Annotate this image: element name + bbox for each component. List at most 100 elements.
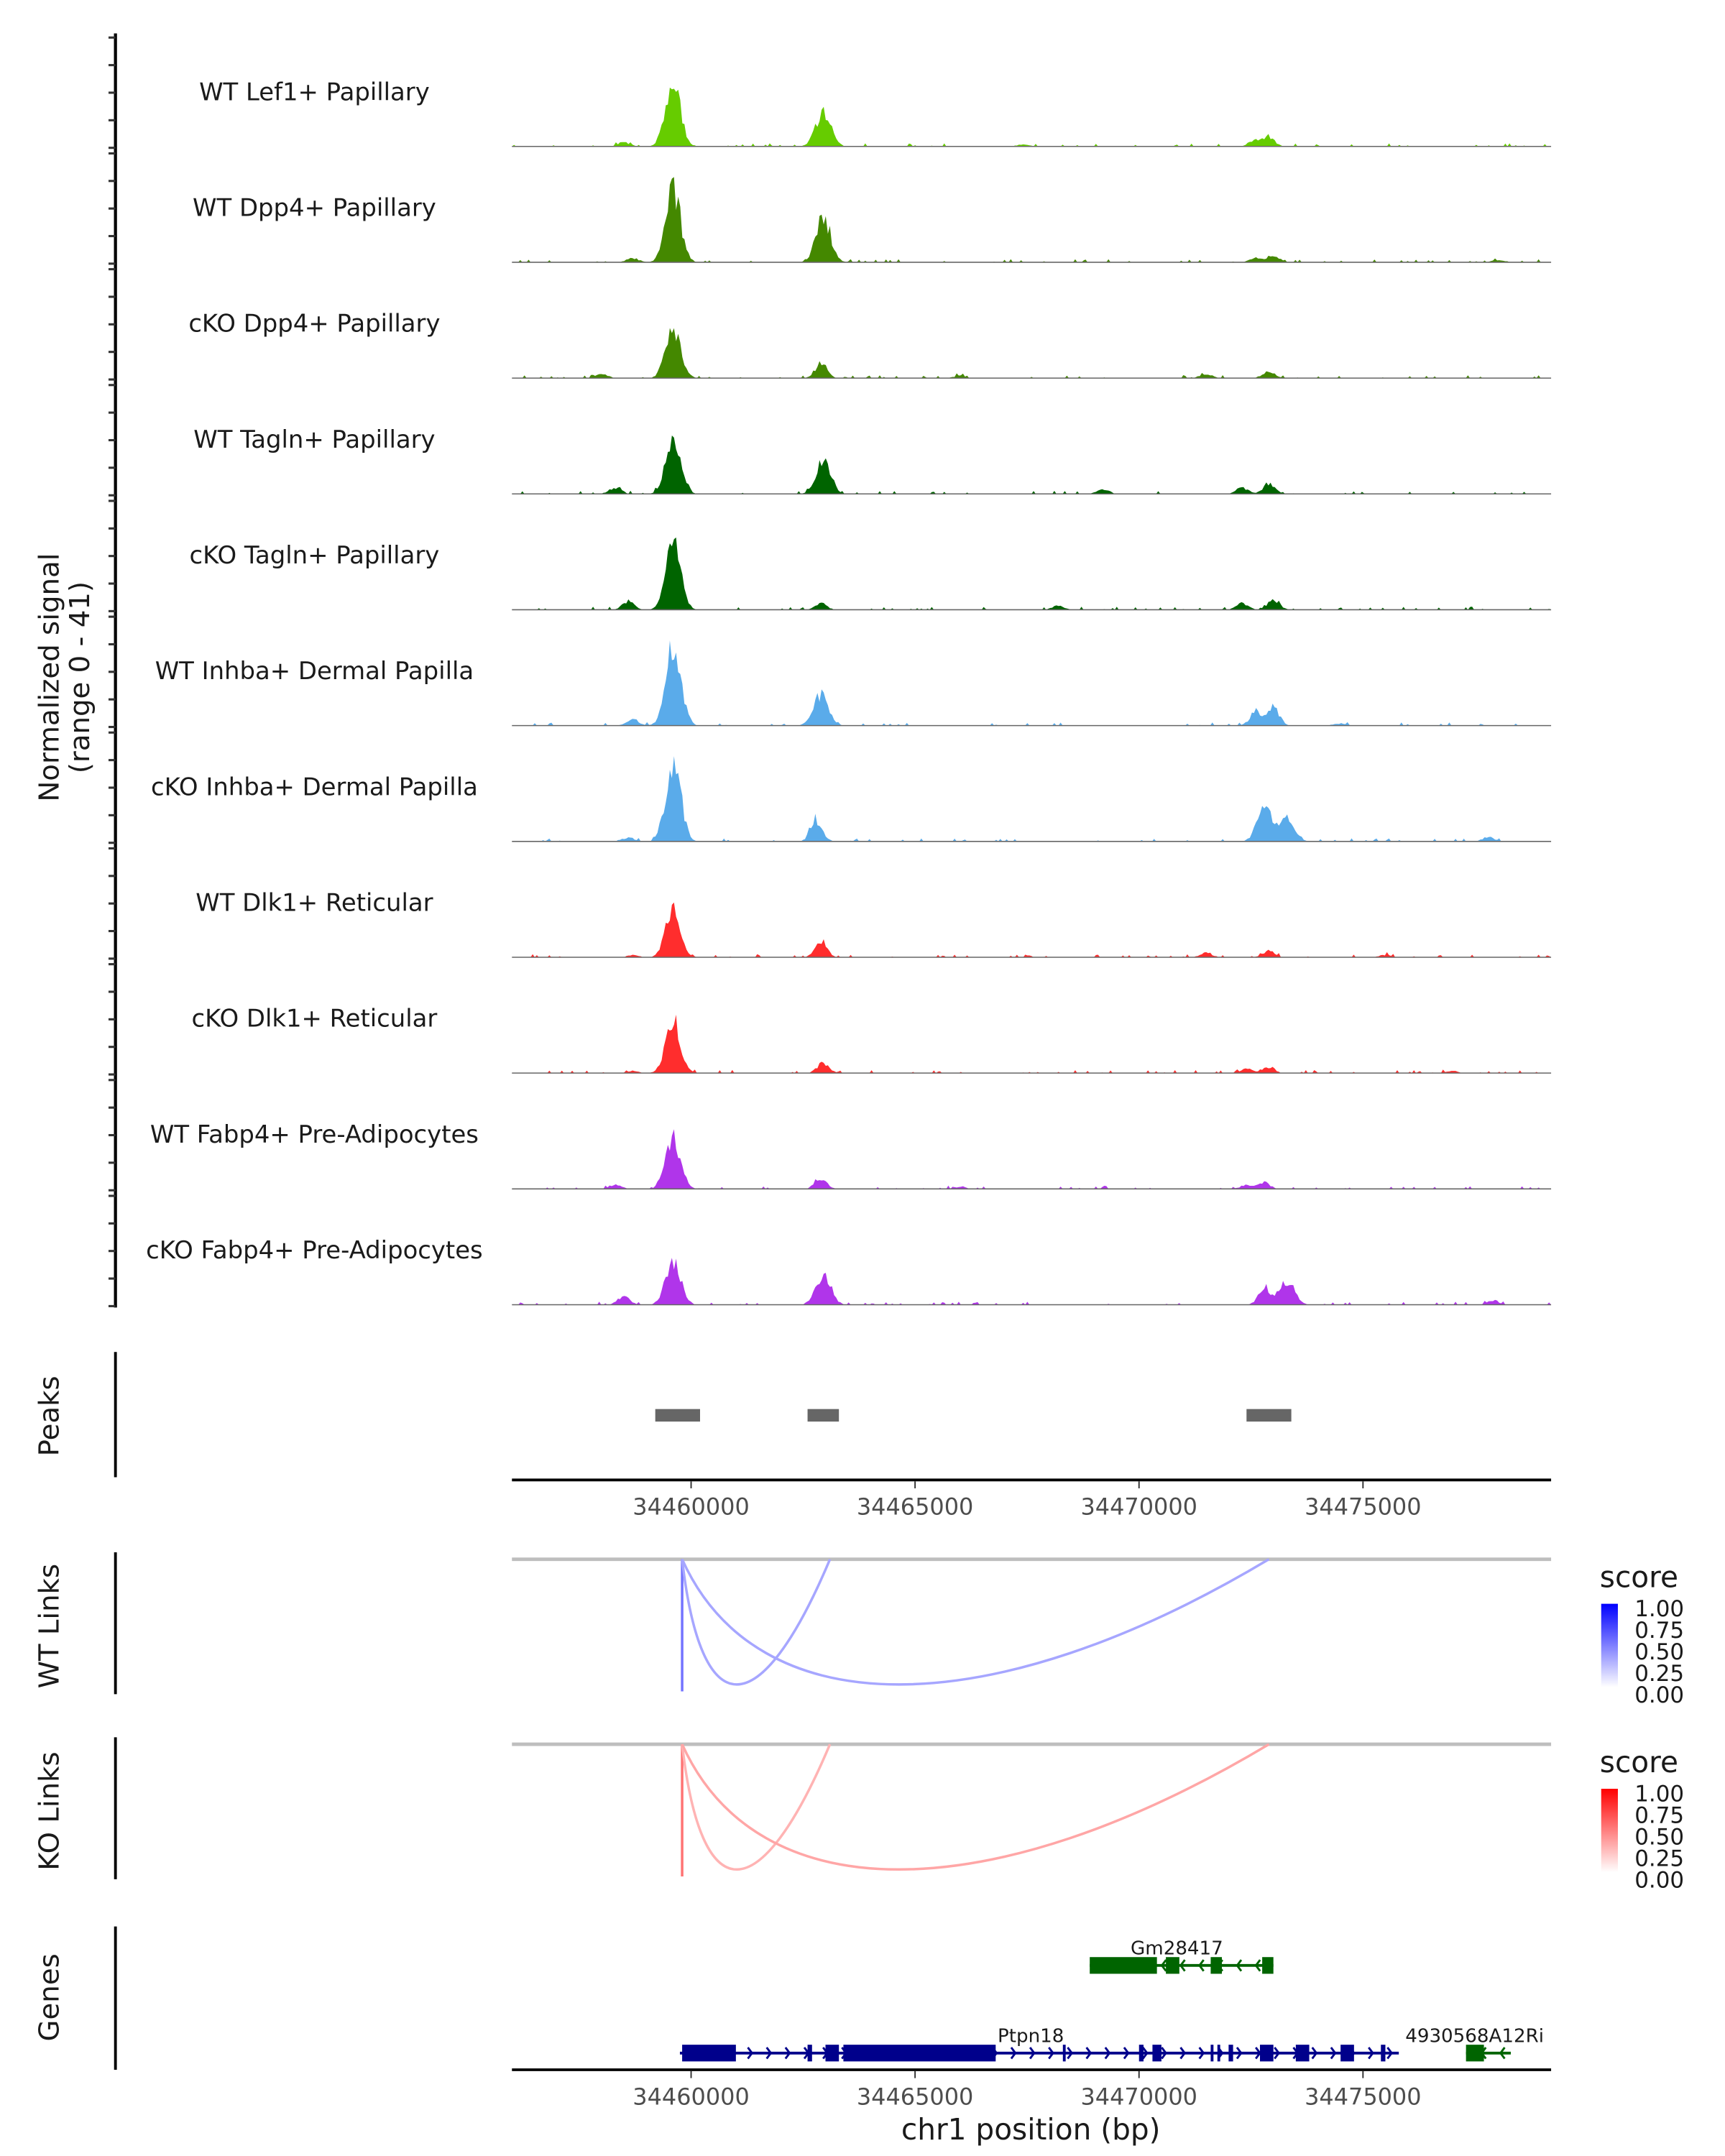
x-tick-label: 34475000: [1305, 2083, 1421, 2110]
y-axis-title-line1: Normalized signal: [33, 553, 65, 802]
links-track-label: WT Links: [33, 1564, 65, 1689]
coverage-track: cKO Tagln+ Papillary: [190, 537, 1552, 611]
gene-exon: [1340, 2045, 1354, 2062]
legend-colorbar: [1601, 1603, 1618, 1687]
strand-arrow-icon: [1368, 2047, 1374, 2060]
x-tick-label: 34465000: [857, 1493, 973, 1521]
gene-exon: [1228, 2045, 1233, 2062]
track-label: WT Fabp4+ Pre-Adipocytes: [150, 1120, 479, 1148]
gene-label: Ptpn18: [998, 2025, 1064, 2047]
x-tick-label: 34475000: [1305, 1493, 1421, 1521]
strand-arrow-icon: [747, 2047, 754, 2060]
peak-region: [655, 1409, 700, 1422]
coverage-track: cKO Dpp4+ Papillary: [188, 310, 1552, 379]
coverage-area: [512, 177, 1552, 262]
gene-exon: [1381, 2045, 1386, 2062]
strand-arrow-icon: [1085, 2047, 1092, 2060]
gene: Ptpn18: [679, 2025, 1399, 2062]
coverage-track: WT Dlk1+ Reticular: [196, 889, 1552, 958]
genes-track: Genes Gm28417 Ptpn18 4930568A12Ri 34460000…: [33, 1926, 1552, 2147]
coverage-area: [512, 1129, 1552, 1189]
legend-label: 0.00: [1634, 1682, 1684, 1708]
coverage-track: cKO Inhba+ Dermal Papilla: [151, 756, 1552, 842]
gene-exon: [807, 2045, 812, 2062]
coverage-area: [512, 436, 1552, 494]
x-axis-ticks-top: 34460000 34465000 34470000 34475000: [632, 1481, 1422, 1521]
strand-arrow-icon: [1330, 2047, 1337, 2060]
strand-arrow-icon: [1198, 1959, 1205, 1972]
legend-label: 0.25: [1634, 1846, 1684, 1871]
genes-track-label: Genes: [33, 1953, 65, 2041]
gene-exon: [825, 2045, 840, 2062]
peaks-track: Peaks 34460000 34465000 34470000 34475000: [33, 1352, 1552, 1521]
legend-label: 1.00: [1634, 1596, 1684, 1622]
strand-arrow-icon: [1274, 2047, 1280, 2060]
strand-arrow-icon: [1386, 2047, 1394, 2060]
gene-exon: [843, 2045, 996, 2062]
track-label: cKO Inhba+ Dermal Papilla: [151, 773, 478, 801]
coverage-area: [512, 328, 1552, 379]
strand-arrow-icon: [1179, 2047, 1187, 2060]
peak-region: [807, 1409, 840, 1422]
link-arc: [681, 1743, 832, 1871]
strand-arrow-icon: [1254, 1959, 1261, 1972]
legend-colorbar: [1601, 1789, 1618, 1873]
strand-arrow-icon: [1236, 2047, 1243, 2060]
coverage-track: WT Dpp4+ Papillary: [193, 177, 1552, 263]
coverage-area: [512, 756, 1552, 842]
gene-exon: [1295, 2045, 1310, 2062]
y-axis-title: Normalized signal (range 0 - 41): [33, 553, 96, 802]
coverage-track: cKO Dlk1+ Reticular: [192, 1005, 1552, 1074]
gene-exon: [1152, 2045, 1162, 2062]
track-label: WT Inhba+ Dermal Papilla: [155, 657, 474, 685]
gene-exon: [1062, 2045, 1066, 2062]
gene: Gm28417: [1090, 1938, 1274, 1974]
coverage-area: [512, 640, 1552, 726]
gene-exon: [1166, 1957, 1179, 1974]
strand-arrow-icon: [1161, 2047, 1167, 2060]
strand-arrow-icon: [1067, 2047, 1074, 2060]
coverage-area: [512, 1258, 1552, 1305]
legend-label: 0.50: [1634, 1824, 1684, 1850]
x-tick-label: 34460000: [632, 1493, 749, 1521]
x-tick-label: 34465000: [857, 2083, 973, 2110]
strand-arrow-icon: [1104, 2047, 1111, 2060]
x-axis-ticks-bottom: 34460000 34465000 34470000 34475000: [632, 2070, 1422, 2110]
strand-arrow-icon: [1255, 2047, 1261, 2060]
gene-exon: [1262, 1957, 1274, 1974]
strand-arrow-icon: [1048, 2047, 1054, 2060]
coverage-area: [512, 1014, 1552, 1074]
peaks-track-label: Peaks: [33, 1376, 65, 1456]
legend-label: 0.50: [1634, 1639, 1684, 1665]
coverage-y-ticks: [108, 36, 116, 1307]
gene-exon: [1210, 1957, 1223, 1974]
x-tick-label: 34470000: [1080, 1493, 1197, 1521]
link-arc: [681, 1558, 1270, 1686]
links-track-label: KO Links: [33, 1751, 65, 1870]
legend-title: score: [1600, 1745, 1678, 1779]
y-axis-title-line2: (range 0 - 41): [64, 581, 96, 773]
strand-arrow-icon: [1029, 2047, 1036, 2060]
link-arc: [681, 1743, 1270, 1871]
legend-title: score: [1600, 1560, 1678, 1594]
track-label: WT Dpp4+ Papillary: [193, 194, 436, 222]
gene-exon: [1259, 2045, 1274, 2062]
gene-models: Gm28417 Ptpn18 4930568A12Ri: [679, 1938, 1544, 2062]
coverage-tracks: WT Lef1+ Papillary WT Dpp4+ Papillary cKO …: [146, 78, 1552, 1306]
strand-arrow-icon: [1236, 1959, 1243, 1972]
strand-arrow-icon: [1198, 2047, 1205, 2060]
strand-arrow-icon: [784, 2047, 791, 2060]
gene-label: 4930568A12Ri: [1405, 2025, 1544, 2047]
strand-arrow-icon: [1311, 2047, 1318, 2060]
strand-arrow-icon: [1499, 2047, 1506, 2060]
legend-label: 0.25: [1634, 1661, 1684, 1687]
strand-arrow-icon: [1010, 2047, 1017, 2060]
x-axis-title: chr1 position (bp): [901, 2112, 1161, 2147]
coverage-track: WT Inhba+ Dermal Papilla: [155, 640, 1552, 727]
strand-arrow-icon: [1160, 1959, 1167, 1972]
